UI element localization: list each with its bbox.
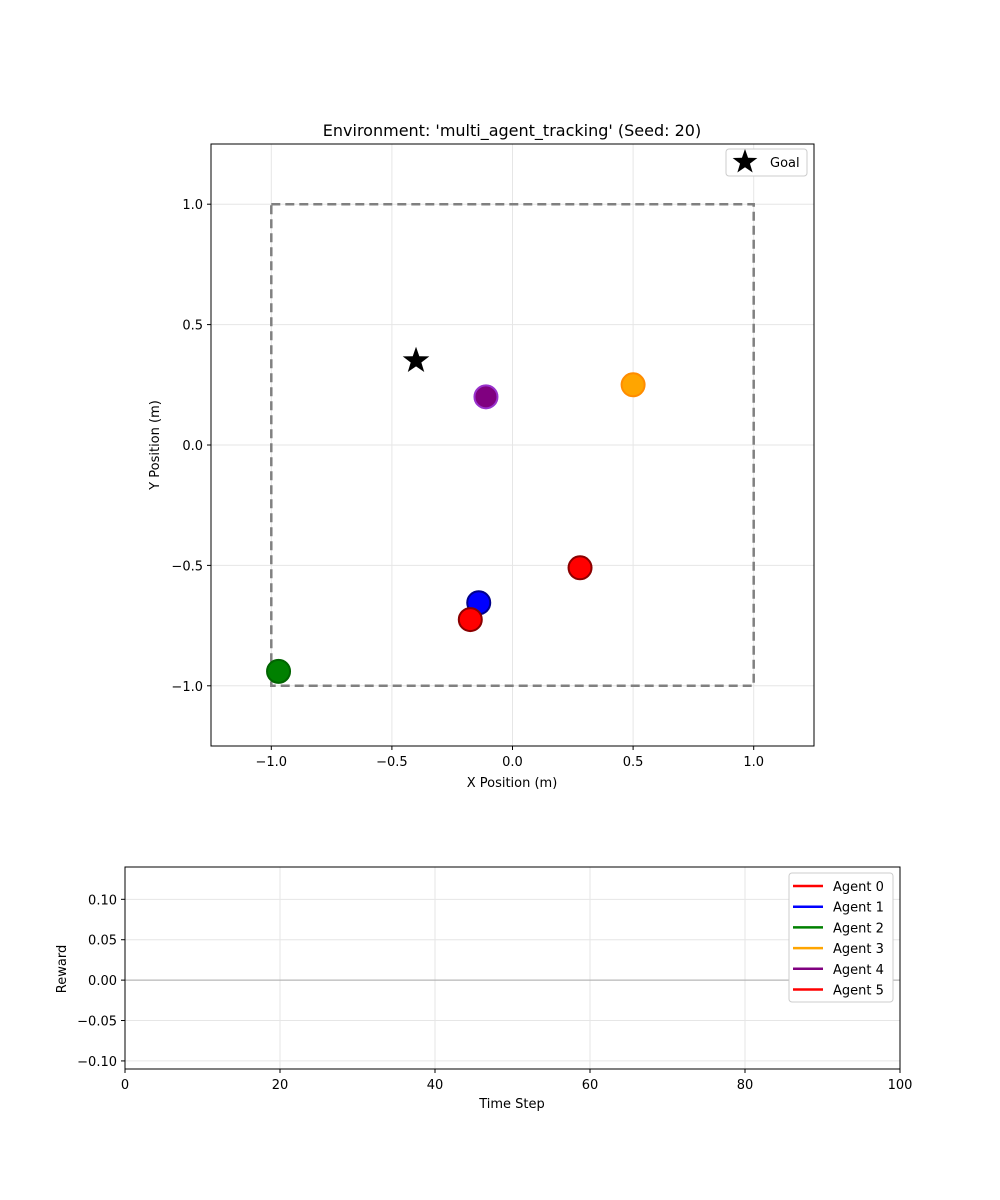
reward-x-tick-label: 20 [272, 1078, 289, 1093]
reward-x-tick-label: 60 [582, 1078, 599, 1093]
legend-agent-2-label: Agent 2 [833, 921, 884, 936]
env-x-tick-label: 1.0 [743, 755, 764, 770]
env-y-tick-label: 0.0 [182, 439, 203, 454]
env-x-axis-label: X Position (m) [467, 776, 558, 791]
goal-star-marker [402, 346, 430, 373]
reward-x-tick-label: 80 [737, 1078, 754, 1093]
environment-boundary [270, 202, 755, 688]
reward-y-tick-label: −0.10 [77, 1055, 117, 1070]
reward-y-tick-label: −0.05 [77, 1015, 117, 1030]
env-y-tick-label: −1.0 [171, 680, 203, 695]
reward-plot: 0 20 40 60 80 100 −0.10 −0.05 0.00 0.05 0.10 Time… [55, 866, 913, 1112]
reward-x-axis-label: Time Step [478, 1097, 545, 1112]
reward-x-ticks: 0 20 40 60 80 100 [121, 1069, 913, 1093]
env-x-tick-label: −0.5 [376, 755, 408, 770]
env-y-tick-label: 0.5 [182, 319, 203, 334]
env-legend-goal-label: Goal [770, 156, 800, 171]
reward-x-tick-label: 0 [121, 1078, 129, 1093]
env-x-ticks: −1.0 −0.5 0.0 0.5 1.0 [256, 746, 764, 770]
reward-axes-frame [124, 866, 901, 1070]
reward-x-tick-label: 100 [888, 1078, 913, 1093]
agent-3-marker [620, 372, 646, 398]
env-y-tick-label: 1.0 [182, 198, 203, 213]
agent-2-marker [266, 658, 292, 684]
env-legend: Goal [725, 148, 808, 177]
env-x-tick-label: 0.0 [502, 755, 523, 770]
env-y-axis-label: Y Position (m) [148, 400, 163, 491]
agent-5-marker [457, 607, 483, 633]
legend-goal-star-icon [732, 149, 758, 173]
reward-y-tick-label: 0.00 [88, 974, 117, 989]
reward-y-axis-label: Reward [55, 945, 70, 993]
env-y-ticks: −1.0 −0.5 0.0 0.5 1.0 [171, 198, 211, 695]
legend-agent-5-label: Agent 5 [833, 984, 884, 999]
reward-legend-items: Agent 0 Agent 1 Agent 2 Agent 3 Agent 4 Agent… [793, 880, 884, 999]
reward-grid [124, 867, 901, 1069]
legend-agent-4-label: Agent 4 [833, 963, 884, 978]
env-x-tick-label: −1.0 [256, 755, 288, 770]
environment-plot: Environment: 'multi_agent_tracking' (See… [148, 121, 815, 791]
reward-y-ticks: −0.10 −0.05 0.00 0.05 0.10 [77, 893, 125, 1070]
agent-0-marker [567, 555, 593, 581]
reward-x-tick-label: 40 [427, 1078, 444, 1093]
reward-y-tick-label: 0.05 [88, 934, 117, 949]
env-x-tick-label: 0.5 [623, 755, 644, 770]
legend-agent-1-label: Agent 1 [833, 901, 884, 916]
env-grid [211, 144, 814, 746]
env-agents [266, 372, 646, 684]
legend-agent-3-label: Agent 3 [833, 942, 884, 957]
env-plot-title: Environment: 'multi_agent_tracking' (See… [323, 121, 701, 141]
env-y-tick-label: −0.5 [171, 559, 203, 574]
env-goal-layer [402, 346, 430, 373]
agent-4-marker [473, 384, 499, 410]
reward-y-tick-label: 0.10 [88, 893, 117, 908]
reward-legend: Agent 0 Agent 1 Agent 2 Agent 3 Agent 4 Agent… [788, 872, 894, 1003]
legend-agent-0-label: Agent 0 [833, 880, 884, 895]
